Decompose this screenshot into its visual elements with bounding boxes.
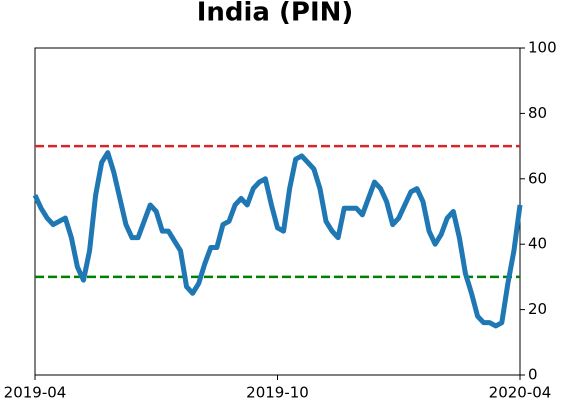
y-tick-label: 80 — [528, 104, 547, 122]
y-tick-label: 20 — [528, 300, 547, 318]
y-tick-label: 100 — [528, 39, 557, 57]
y-tick-label: 40 — [528, 235, 547, 253]
y-tick-label: 0 — [528, 366, 538, 384]
x-tick-label: 2020-04 — [489, 384, 552, 402]
data-line — [32, 150, 523, 329]
plot-frame — [34, 47, 521, 376]
x-tick-label: 2019-04 — [4, 384, 67, 402]
x-tick-label: 2019-10 — [246, 384, 309, 402]
y-tick-label: 60 — [528, 169, 547, 187]
chart-title: India (PIN) — [197, 0, 354, 28]
